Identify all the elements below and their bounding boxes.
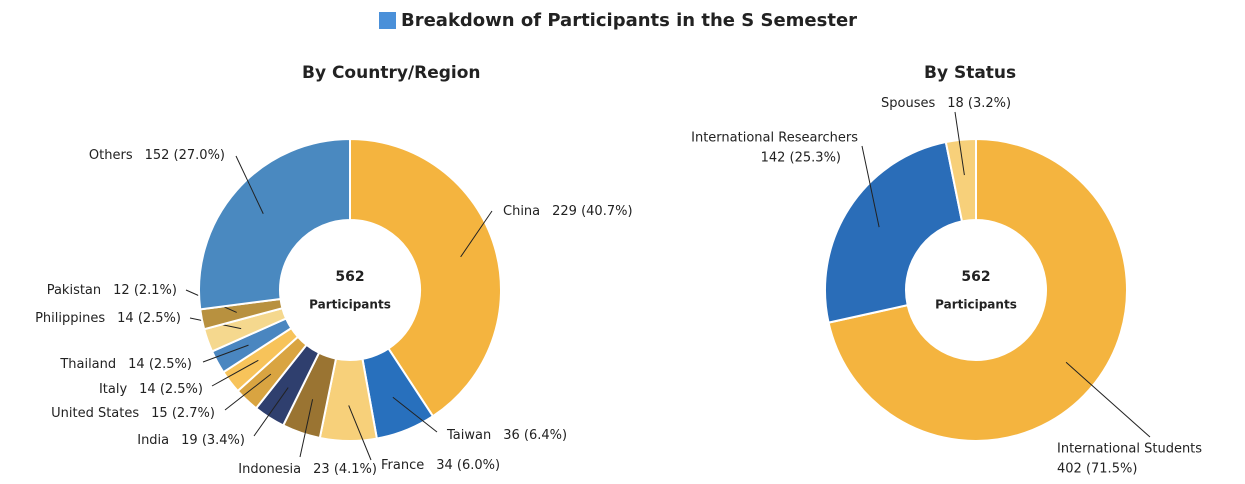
slice-value-label: 229 (40.7%) bbox=[552, 204, 632, 219]
slice-label-group: United States 15 (2.7%) bbox=[51, 406, 215, 421]
chart-title: By Status bbox=[924, 63, 1016, 83]
slice-label: International Researchers bbox=[691, 131, 858, 146]
slice-label: Taiwan bbox=[446, 428, 491, 443]
slice-label: Italy bbox=[99, 382, 128, 397]
leader-line bbox=[253, 387, 289, 437]
leader-line bbox=[861, 145, 880, 228]
slice-value-label: 34 (6.0%) bbox=[436, 458, 500, 473]
slice-label: Spouses bbox=[881, 96, 935, 111]
slice-label-group: Thailand 14 (2.5%) bbox=[59, 357, 192, 372]
leader-line bbox=[235, 155, 264, 214]
leader-line bbox=[211, 359, 259, 387]
slice-label-group: Taiwan 36 (6.4%) bbox=[446, 428, 567, 443]
title-icon bbox=[379, 12, 396, 29]
slice-value-label: 14 (2.5%) bbox=[117, 311, 181, 326]
slice-value-label: 23 (4.1%) bbox=[313, 462, 377, 477]
center-value: 562 bbox=[961, 269, 990, 285]
leader-line bbox=[1065, 361, 1151, 438]
slice-label: Others bbox=[89, 148, 133, 163]
slice-label-group: India 19 (3.4%) bbox=[137, 433, 245, 448]
slice-label: France bbox=[381, 458, 424, 473]
slice-label: Philippines bbox=[35, 311, 105, 326]
slice-label-group: France 34 (6.0%) bbox=[381, 458, 500, 473]
slice-value-label: 12 (2.1%) bbox=[113, 283, 177, 298]
chart-title: By Country/Region bbox=[302, 63, 481, 83]
slice-label: Thailand bbox=[59, 357, 116, 372]
slice-label-group: Pakistan 12 (2.1%) bbox=[47, 283, 177, 298]
leader-line bbox=[460, 210, 493, 258]
slice-label: United States bbox=[51, 406, 139, 421]
slice-value-label: 14 (2.5%) bbox=[139, 382, 203, 397]
slice-label-group: Indonesia 23 (4.1%) bbox=[238, 462, 377, 477]
slice-label: Pakistan bbox=[47, 283, 101, 298]
slice-value-label: 402 (71.5%) bbox=[1057, 462, 1137, 477]
leader-line bbox=[954, 111, 965, 176]
slice-label: China bbox=[503, 204, 540, 219]
slice-label-group: Spouses 18 (3.2%) bbox=[881, 96, 1011, 111]
slice-label: International Students bbox=[1057, 442, 1202, 457]
leader-line bbox=[202, 344, 249, 363]
slice-label: India bbox=[137, 433, 169, 448]
slice-label: Indonesia bbox=[238, 462, 301, 477]
center-label: Participants bbox=[309, 298, 391, 312]
slice-value-label: 18 (3.2%) bbox=[947, 96, 1011, 111]
center-label: Participants bbox=[935, 298, 1017, 312]
slice-label-group: Philippines 14 (2.5%) bbox=[35, 311, 181, 326]
leader-line bbox=[299, 399, 314, 458]
slice-value-label: 15 (2.7%) bbox=[151, 406, 215, 421]
page-title: Breakdown of Participants in the S Semes… bbox=[401, 10, 857, 31]
slice-value-label: 36 (6.4%) bbox=[503, 428, 567, 443]
donut-hole bbox=[280, 220, 420, 360]
leader-line bbox=[224, 373, 272, 411]
slice-label-group: Others 152 (27.0%) bbox=[89, 148, 225, 163]
leader-line bbox=[392, 396, 438, 433]
donut-hole bbox=[906, 220, 1046, 360]
slice-label-group: Italy 14 (2.5%) bbox=[99, 382, 203, 397]
slice-label-group: China 229 (40.7%) bbox=[503, 204, 633, 219]
center-value: 562 bbox=[335, 269, 364, 285]
slice-value-label: 142 (25.3%) bbox=[761, 151, 841, 166]
slice-value-label: 14 (2.5%) bbox=[128, 357, 192, 372]
slice-value-label: 19 (3.4%) bbox=[181, 433, 245, 448]
slice-value-label: 152 (27.0%) bbox=[145, 148, 225, 163]
leader-line bbox=[348, 405, 372, 461]
